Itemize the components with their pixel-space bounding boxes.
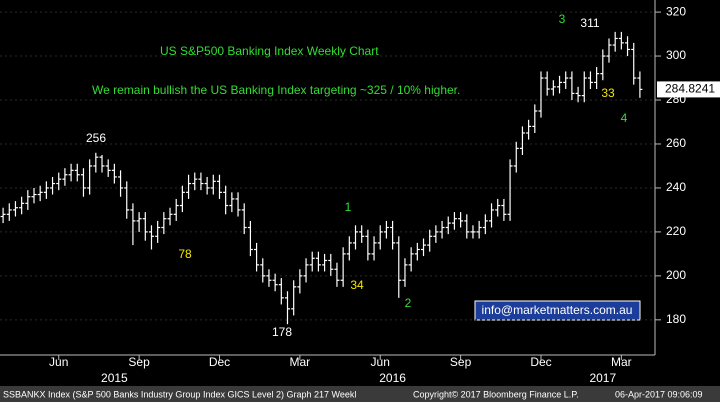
y-tick-label: 220	[666, 224, 686, 238]
x-tick-label: Mar	[611, 355, 632, 369]
x-tick-label: Sep	[450, 355, 472, 369]
y-tick-label: 320	[666, 4, 686, 18]
y-tick-label: 240	[666, 180, 686, 194]
x-tick-label: Dec	[209, 355, 230, 369]
footer-band	[0, 386, 720, 402]
annotation: 78	[178, 247, 192, 261]
x-tick-label: Dec	[530, 355, 551, 369]
last-price-label: 284.8241	[665, 82, 715, 96]
y-tick-label: 260	[666, 136, 686, 150]
last-price-box	[657, 81, 720, 98]
annotation: 1	[345, 200, 352, 214]
x-year-label: 2015	[101, 371, 128, 385]
x-tick-label: Jun	[371, 355, 390, 369]
y-tick-label: 180	[666, 312, 686, 326]
y-tick-label: 300	[666, 48, 686, 62]
chart-subtitle: We remain bullish the US Banking Index t…	[92, 83, 460, 97]
annotation: 33	[601, 86, 615, 100]
annotation: 2	[405, 296, 412, 310]
contact-email: info@marketmatters.com.au	[482, 303, 633, 317]
footer-text: Copyright© 2017 Bloomberg Finance L.P.	[413, 389, 579, 399]
x-year-label: 2016	[379, 371, 406, 385]
x-year-label: 2017	[589, 371, 616, 385]
annotation: 3	[559, 12, 566, 26]
annotation: 311	[580, 16, 599, 30]
footer-text: SSBANKX Index (S&P 500 Banks Industry Gr…	[3, 389, 356, 399]
y-tick-label: 200	[666, 268, 686, 282]
x-tick-label: Sep	[128, 355, 150, 369]
contact-box	[474, 300, 641, 321]
annotation: 4	[621, 111, 628, 125]
footer-text: 06-Apr-2017 09:06:09	[615, 389, 703, 399]
x-tick-label: Jun	[49, 355, 68, 369]
annotation: 178	[272, 325, 292, 339]
annotation: 256	[86, 131, 106, 145]
chart-title: US S&P500 Banking Index Weekly Chart	[160, 44, 379, 58]
x-tick-label: Mar	[290, 355, 311, 369]
annotation: 34	[350, 278, 364, 292]
